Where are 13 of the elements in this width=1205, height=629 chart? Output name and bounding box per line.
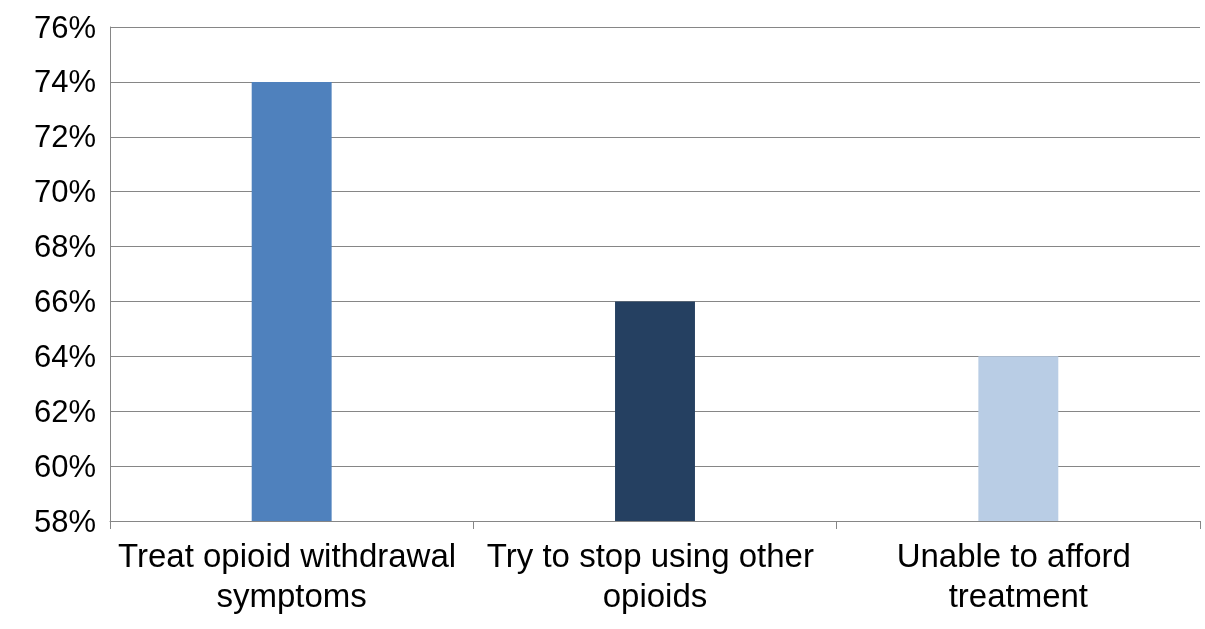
y-tick-label: 76% — [33, 9, 96, 45]
y-tick-label: 64% — [33, 338, 96, 374]
y-tick-label: 60% — [33, 448, 96, 484]
y-tick-label: 70% — [33, 174, 96, 210]
y-tick-label: 66% — [33, 283, 96, 319]
x-tick-label: Treat opioid withdrawal symptoms — [118, 536, 466, 614]
y-tick-label: 68% — [33, 229, 96, 265]
y-tick-label: 74% — [33, 64, 96, 100]
x-tick-label: Unable to afford treatment — [896, 536, 1141, 614]
y-tick-label: 72% — [33, 119, 96, 155]
y-tick-label: 58% — [33, 503, 96, 539]
y-tick-label: 62% — [33, 393, 96, 429]
x-tick-label: Try to stop using other opioids — [486, 536, 824, 614]
